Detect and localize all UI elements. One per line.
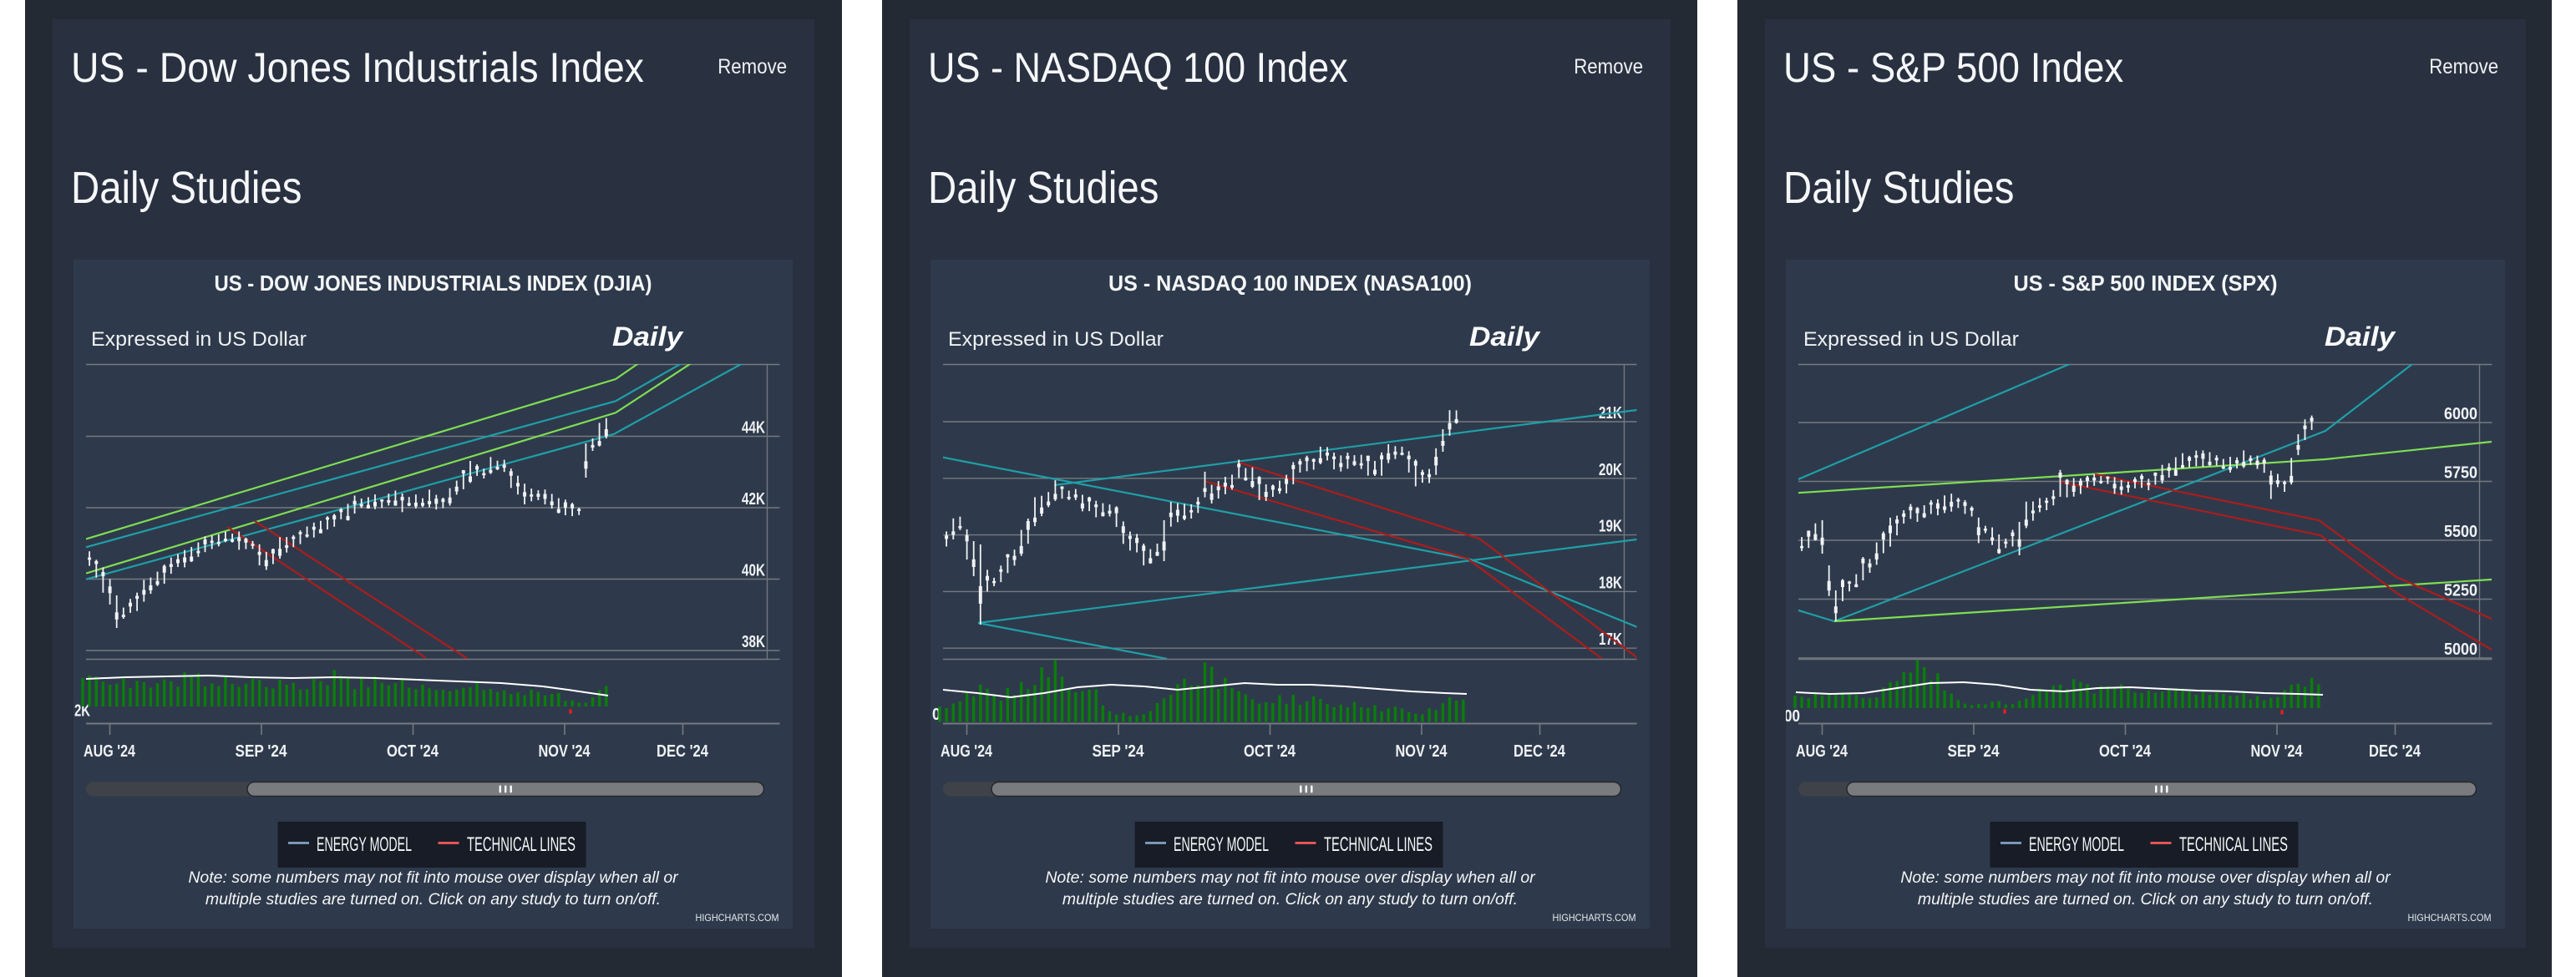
svg-text:5000: 5000 bbox=[2444, 640, 2477, 659]
svg-text:Expressed in US Dollar: Expressed in US Dollar bbox=[91, 328, 307, 351]
svg-text:44K: 44K bbox=[742, 419, 765, 438]
svg-text:AUG '24: AUG '24 bbox=[84, 742, 136, 761]
svg-text:NOV '24: NOV '24 bbox=[2251, 742, 2304, 761]
svg-text:multiple studies are turned on: multiple studies are turned on. Click on… bbox=[1918, 890, 2373, 909]
svg-text:SEP '24: SEP '24 bbox=[1093, 742, 1145, 761]
svg-text:Expressed in US Dollar: Expressed in US Dollar bbox=[948, 328, 1164, 351]
svg-text:38K: 38K bbox=[742, 633, 765, 651]
svg-text:00: 00 bbox=[1786, 707, 1800, 726]
svg-text:5250: 5250 bbox=[2444, 582, 2477, 600]
svg-text:Note: some numbers may not fit: Note: some numbers may not fit into mous… bbox=[188, 868, 679, 887]
svg-text:2K: 2K bbox=[74, 702, 90, 721]
svg-text:42K: 42K bbox=[742, 490, 765, 509]
svg-text:HIGHCHARTS.COM: HIGHCHARTS.COM bbox=[696, 912, 779, 924]
svg-text:HIGHCHARTS.COM: HIGHCHARTS.COM bbox=[1553, 912, 1636, 924]
svg-text:DEC '24: DEC '24 bbox=[1514, 742, 1566, 761]
svg-text:Expressed in US Dollar: Expressed in US Dollar bbox=[1803, 328, 2019, 351]
svg-text:US - DOW JONES INDUSTRIALS IND: US - DOW JONES INDUSTRIALS INDEX (DJIA) bbox=[215, 271, 652, 296]
svg-text:OCT '24: OCT '24 bbox=[387, 742, 439, 761]
svg-text:DEC '24: DEC '24 bbox=[657, 742, 709, 761]
svg-text:20K: 20K bbox=[1599, 461, 1622, 479]
svg-text:TECHNICAL LINES: TECHNICAL LINES bbox=[2179, 833, 2288, 856]
svg-text:5750: 5750 bbox=[2444, 464, 2477, 483]
svg-text:17K: 17K bbox=[1599, 630, 1622, 649]
svg-text:AUG '24: AUG '24 bbox=[1796, 742, 1848, 761]
svg-text:multiple studies are turned on: multiple studies are turned on. Click on… bbox=[1062, 890, 1518, 909]
svg-text:US - S&P 500 INDEX (SPX): US - S&P 500 INDEX (SPX) bbox=[2014, 271, 2278, 296]
svg-text:NOV '24: NOV '24 bbox=[539, 742, 591, 761]
svg-text:HIGHCHARTS.COM: HIGHCHARTS.COM bbox=[2408, 912, 2492, 924]
svg-text:18K: 18K bbox=[1599, 574, 1622, 592]
svg-text:ENERGY MODEL: ENERGY MODEL bbox=[317, 833, 412, 856]
svg-text:ENERGY MODEL: ENERGY MODEL bbox=[1174, 833, 1269, 856]
svg-text:TECHNICAL LINES: TECHNICAL LINES bbox=[1324, 833, 1433, 856]
svg-text:SEP '24: SEP '24 bbox=[236, 742, 288, 761]
svg-text:TECHNICAL LINES: TECHNICAL LINES bbox=[467, 833, 576, 856]
svg-text:Note: some numbers may not fit: Note: some numbers may not fit into mous… bbox=[1900, 868, 2391, 887]
svg-text:Note: some numbers may not fit: Note: some numbers may not fit into mous… bbox=[1045, 868, 1536, 887]
svg-text:5500: 5500 bbox=[2444, 523, 2477, 541]
svg-text:Daily: Daily bbox=[612, 321, 684, 352]
svg-text:Daily: Daily bbox=[1469, 321, 1541, 352]
svg-text:AUG '24: AUG '24 bbox=[941, 742, 993, 761]
svg-text:DEC '24: DEC '24 bbox=[2369, 742, 2421, 761]
svg-text:OCT '24: OCT '24 bbox=[1244, 742, 1296, 761]
svg-text:SEP '24: SEP '24 bbox=[1948, 742, 2000, 761]
svg-text:NOV '24: NOV '24 bbox=[1396, 742, 1448, 761]
svg-text:multiple studies are turned on: multiple studies are turned on. Click on… bbox=[205, 890, 661, 909]
svg-text:40K: 40K bbox=[742, 562, 765, 580]
svg-text:Daily: Daily bbox=[2325, 321, 2396, 352]
svg-text:US - NASDAQ 100 INDEX (NASA100: US - NASDAQ 100 INDEX (NASA100) bbox=[1108, 271, 1472, 296]
svg-text:0: 0 bbox=[932, 706, 941, 724]
svg-text:6000: 6000 bbox=[2444, 405, 2477, 423]
svg-text:19K: 19K bbox=[1599, 518, 1622, 536]
svg-text:ENERGY MODEL: ENERGY MODEL bbox=[2029, 833, 2124, 856]
svg-text:OCT '24: OCT '24 bbox=[2099, 742, 2152, 761]
